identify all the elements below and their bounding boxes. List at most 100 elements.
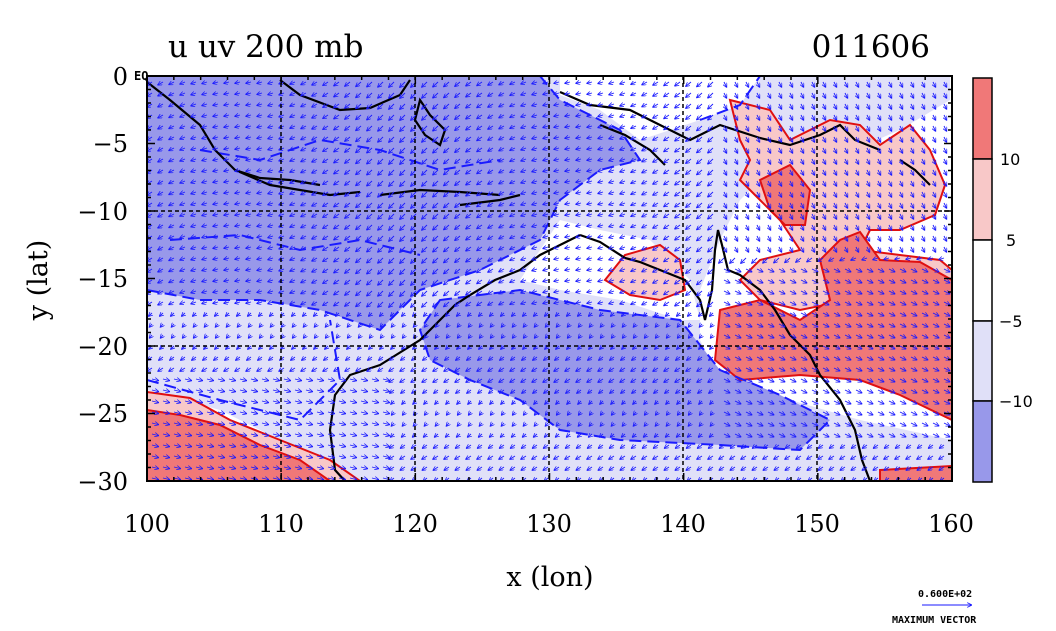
wind-vector bbox=[619, 126, 626, 128]
wind-vector bbox=[344, 114, 351, 120]
wind-vector bbox=[509, 115, 516, 118]
wind-vector bbox=[355, 114, 362, 120]
wind-vector bbox=[735, 125, 739, 132]
wind-vector bbox=[757, 92, 761, 99]
wind-vector bbox=[911, 114, 915, 121]
wind-vector bbox=[724, 136, 728, 143]
wind-vector bbox=[757, 114, 761, 121]
wind-vector bbox=[311, 148, 318, 151]
wind-vector bbox=[878, 103, 882, 110]
wind-vector bbox=[399, 92, 406, 99]
wind-vector bbox=[707, 103, 714, 109]
wind-vector bbox=[399, 81, 406, 88]
wind-vector bbox=[256, 137, 263, 139]
wind-vector bbox=[465, 103, 472, 108]
wind-vector bbox=[388, 136, 395, 143]
wind-vector bbox=[685, 81, 692, 87]
wind-vector bbox=[685, 125, 692, 131]
wind-vector bbox=[652, 137, 659, 140]
wind-vector bbox=[922, 81, 926, 88]
wind-vector bbox=[575, 104, 582, 105]
wind-vector bbox=[355, 103, 362, 109]
wind-vector bbox=[311, 93, 318, 96]
wind-vector bbox=[652, 126, 659, 129]
wind-vector bbox=[944, 92, 948, 99]
wind-vector bbox=[234, 93, 241, 94]
wind-vector bbox=[366, 114, 373, 120]
wind-vector bbox=[867, 92, 871, 99]
wind-vector bbox=[509, 82, 516, 85]
wind-vector bbox=[707, 92, 714, 98]
wind-vector bbox=[757, 125, 761, 132]
wind-vector bbox=[746, 92, 750, 99]
wind-vector bbox=[696, 136, 703, 142]
wind-vector bbox=[476, 126, 483, 130]
wind-vector bbox=[465, 114, 472, 119]
wind-vector bbox=[944, 125, 948, 132]
wind-vector bbox=[212, 82, 219, 84]
wind-vector bbox=[421, 125, 428, 131]
wind-vector bbox=[575, 93, 582, 94]
wind-vector bbox=[663, 82, 670, 86]
wind-vector bbox=[619, 93, 626, 95]
wind-vector bbox=[674, 103, 681, 108]
vector-key-label: MAXIMUM VECTOR bbox=[892, 615, 977, 626]
y-tick-label: −25 bbox=[77, 400, 128, 428]
wind-vector bbox=[190, 126, 197, 128]
wind-vector bbox=[933, 125, 937, 132]
wind-vector bbox=[421, 136, 428, 142]
wind-vector bbox=[300, 148, 307, 152]
eq-label: EQ bbox=[134, 69, 148, 83]
wind-vector bbox=[443, 114, 450, 120]
wind-vector bbox=[212, 148, 219, 150]
wind-vector bbox=[652, 115, 659, 118]
wind-vector bbox=[245, 126, 252, 127]
x-tick-label: 130 bbox=[526, 510, 572, 538]
wind-vector bbox=[388, 147, 395, 154]
wind-vector bbox=[652, 93, 659, 96]
wind-vector bbox=[245, 104, 252, 105]
wind-vector bbox=[267, 115, 274, 117]
wind-vector bbox=[757, 136, 761, 143]
wind-vector bbox=[553, 115, 560, 116]
wind-vector bbox=[487, 126, 494, 129]
wind-vector bbox=[168, 148, 175, 151]
wind-vector bbox=[410, 136, 417, 143]
wind-vector bbox=[366, 147, 373, 153]
wind-vector bbox=[790, 81, 794, 88]
wind-vector bbox=[641, 82, 648, 86]
colorbar: 10 5 −5 −10 bbox=[972, 77, 1033, 483]
wind-vector bbox=[245, 148, 252, 149]
wind-vector bbox=[212, 126, 219, 128]
wind-vector bbox=[663, 126, 670, 130]
wind-vector bbox=[289, 148, 296, 150]
wind-vector bbox=[630, 115, 637, 118]
wind-vector bbox=[933, 92, 937, 99]
wind-vector bbox=[300, 82, 307, 86]
x-tick-label: 160 bbox=[928, 510, 974, 538]
wind-vector bbox=[212, 137, 219, 139]
wind-vector bbox=[630, 82, 637, 85]
wind-vector bbox=[476, 115, 483, 119]
wind-vector bbox=[300, 104, 307, 108]
wind-vector bbox=[498, 104, 505, 107]
wind-vector bbox=[619, 82, 626, 84]
wind-vector bbox=[619, 137, 626, 139]
wind-vector bbox=[867, 136, 871, 143]
wind-vector bbox=[768, 103, 772, 110]
wind-vector bbox=[911, 136, 915, 143]
wind-vector bbox=[300, 115, 307, 119]
wind-vector bbox=[878, 114, 882, 121]
wind-vector bbox=[201, 93, 208, 95]
wind-vector bbox=[735, 92, 739, 99]
wind-vector bbox=[586, 126, 593, 127]
wind-vector bbox=[597, 93, 604, 95]
wind-vector bbox=[256, 126, 263, 128]
wind-vector bbox=[922, 103, 926, 110]
wind-vector bbox=[834, 92, 838, 99]
wind-vector bbox=[735, 103, 739, 110]
wind-vector bbox=[201, 148, 208, 150]
wind-vector bbox=[344, 81, 351, 87]
wind-vector bbox=[707, 125, 714, 131]
wind-vector bbox=[454, 125, 461, 131]
